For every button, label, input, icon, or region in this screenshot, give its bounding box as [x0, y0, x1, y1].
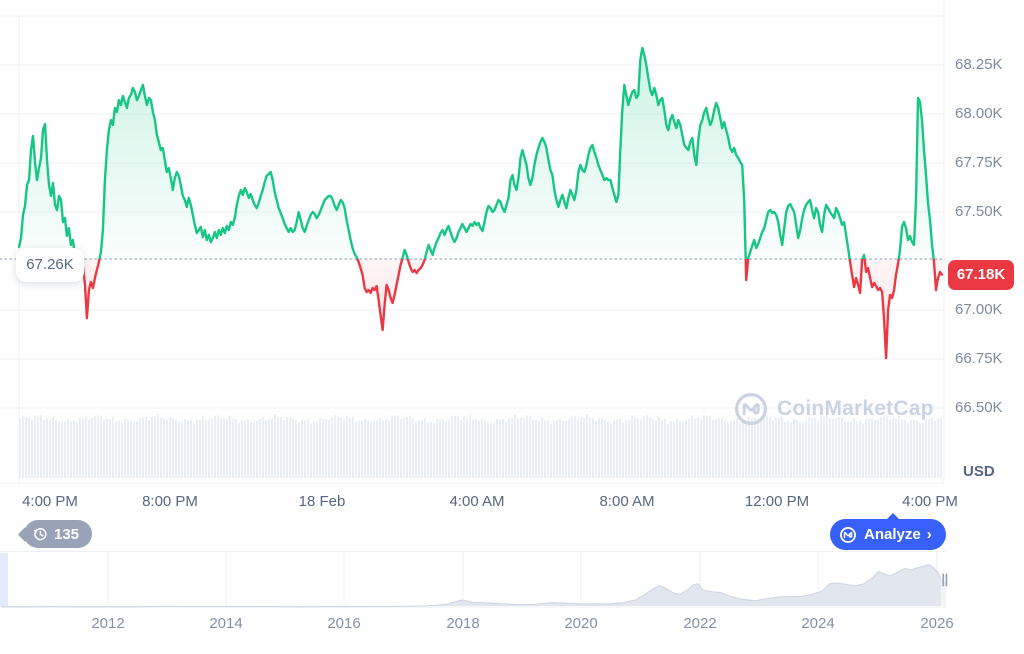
watermark-text: CoinMarketCap — [777, 397, 934, 420]
x-axis-label: 4:00 AM — [449, 493, 505, 510]
y-axis-label: 68.00K — [955, 105, 1003, 122]
year-label: 2026 — [920, 615, 954, 632]
x-axis-label: 18 Feb — [298, 493, 346, 510]
year-label: 2022 — [683, 615, 717, 632]
analyze-label: Analyze — [864, 526, 921, 543]
open-price-pill: 67.26K — [16, 248, 84, 282]
y-axis-label: 67.00K — [955, 301, 1003, 318]
chevron-right-icon: › — [926, 526, 932, 543]
year-label: 2014 — [209, 615, 243, 632]
x-axis-label: 8:00 PM — [142, 493, 198, 510]
y-axis-label: 67.50K — [955, 203, 1003, 220]
coinmarketcap-icon — [839, 526, 857, 544]
history-count: 135 — [54, 525, 80, 543]
last-price-badge: 67.18K — [948, 260, 1014, 290]
year-label: 2018 — [446, 615, 480, 632]
clock-history-icon — [31, 525, 49, 543]
year-label: 2016 — [327, 615, 361, 632]
y-axis-label: 68.25K — [955, 56, 1003, 73]
timeline-scrubber[interactable] — [0, 551, 946, 607]
year-label: 2012 — [91, 615, 125, 632]
x-axis-label: 12:00 PM — [744, 493, 810, 510]
x-axis-label: 4:00 PM — [22, 493, 78, 510]
y-axis-label: 66.75K — [955, 350, 1003, 367]
watermark: CoinMarketCap — [733, 391, 934, 427]
year-label: 2024 — [801, 615, 835, 632]
history-count-badge[interactable]: 135 — [24, 520, 93, 548]
coinmarketcap-logo-icon — [733, 391, 769, 427]
analyze-button[interactable]: Analyze › — [830, 513, 946, 550]
y-axis-label: 67.75K — [955, 154, 1003, 171]
x-axis-label: 4:00 PM — [902, 493, 958, 510]
x-axis-label: 8:00 AM — [599, 493, 655, 510]
currency-label: USD — [963, 463, 995, 480]
y-axis-label: 66.50K — [955, 399, 1003, 416]
year-label: 2020 — [564, 615, 598, 632]
